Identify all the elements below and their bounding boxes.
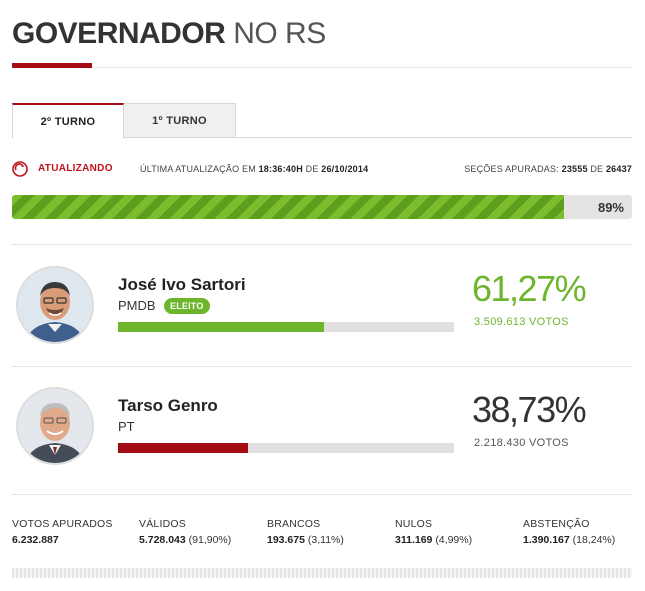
last-update: ÚLTIMA ATUALIZAÇÃO EM 18:36:40H DE 26/10… <box>140 164 368 174</box>
candidate-photo-icon <box>18 389 92 463</box>
candidate-card: José Ivo Sartori PMDB ELEITO 61,27% 3.50… <box>12 266 632 356</box>
page-title-strong: GOVERNADOR <box>12 17 226 50</box>
candidate-percent: 61,27% <box>472 268 587 309</box>
candidate-vote-bar-fill <box>118 443 249 453</box>
title-accent-bar <box>12 63 92 68</box>
candidate-party: PT <box>118 419 135 434</box>
tab-first-round[interactable]: 1º TURNO <box>124 103 236 138</box>
stat-label: ABSTENÇÃO <box>523 518 590 530</box>
stat-percent: (3,11%) <box>307 534 344 546</box>
last-update-date: 26/10/2014 <box>321 164 369 174</box>
page-title-light: NO RS <box>233 17 326 50</box>
candidate-name: José Ivo Sartori <box>118 275 246 294</box>
candidate-percent: 38,73% <box>472 389 587 430</box>
stat-number: 6.232.887 <box>12 534 59 546</box>
stat-value: 311.169 (4,99%) <box>395 534 472 546</box>
stat-abstention: ABSTENÇÃO 1.390.167 (18,24%) <box>523 518 615 546</box>
stat-percent: (91,90%) <box>188 534 232 546</box>
stat-label: VOTOS APURADOS <box>12 518 113 530</box>
stat-number: 193.675 <box>267 534 305 546</box>
candidate-party: PMDB <box>118 298 156 313</box>
stat-percent: (18,24%) <box>572 534 616 546</box>
candidate-card: Tarso Genro PT 38,73% 2.218.430 VOTOS <box>12 387 632 477</box>
stat-valid-votes: VÁLIDOS 5.728.043 (91,90%) <box>139 518 231 546</box>
sections-done: 23555 <box>561 164 588 174</box>
stat-value: 193.675 (3,11%) <box>267 534 344 546</box>
counting-progress-fill <box>12 195 564 219</box>
stat-blank-votes: BRANCOS 193.675 (3,11%) <box>267 518 344 546</box>
candidate-avatar <box>16 387 94 465</box>
candidate-vote-bar-fill <box>118 322 324 332</box>
vote-stats: VOTOS APURADOS 6.232.887 VÁLIDOS 5.728.0… <box>12 518 632 552</box>
page-header: GOVERNADOR NO RS <box>12 16 632 68</box>
last-update-sep: DE <box>305 164 319 174</box>
sections-counted: SEÇÕES APURADAS: 23555 DE 26437 <box>464 164 632 174</box>
update-status: ATUALIZANDO ÚLTIMA ATUALIZAÇÃO EM 18:36:… <box>12 160 632 178</box>
divider <box>12 494 632 495</box>
counting-progress-label: 89% <box>597 200 624 215</box>
candidate-name: Tarso Genro <box>118 396 218 415</box>
stat-value: 5.728.043 (91,90%) <box>139 534 231 546</box>
stat-value: 1.390.167 (18,24%) <box>523 534 615 546</box>
sections-prefix: SEÇÕES APURADAS: <box>464 164 559 174</box>
candidate-photo-icon <box>18 268 92 342</box>
sections-total: 26437 <box>605 164 632 174</box>
stat-number: 311.169 <box>395 534 433 546</box>
tab-second-round[interactable]: 2º TURNO <box>12 103 124 139</box>
sections-sep: DE <box>590 164 604 174</box>
counting-progress-bar: 89% <box>12 195 632 219</box>
candidate-votes: 2.218.430 VOTOS <box>474 437 569 449</box>
stat-label: NULOS <box>395 518 433 530</box>
stat-value: 6.232.887 <box>12 534 113 546</box>
divider <box>12 366 632 367</box>
candidate-vote-bar <box>118 322 454 332</box>
stat-label: BRANCOS <box>267 518 321 530</box>
page-title: GOVERNADOR NO RS <box>12 16 632 52</box>
last-update-prefix: ÚLTIMA ATUALIZAÇÃO EM <box>140 164 256 174</box>
refresh-icon[interactable] <box>12 161 28 177</box>
round-tabs: 2º TURNO 1º TURNO <box>12 103 632 139</box>
candidate-vote-bar <box>118 443 454 453</box>
elected-badge: ELEITO <box>164 298 210 314</box>
stat-total-votes: VOTOS APURADOS 6.232.887 <box>12 518 113 546</box>
candidate-votes: 3.509.613 VOTOS <box>474 316 569 328</box>
candidate-avatar <box>16 266 94 344</box>
stat-label: VÁLIDOS <box>139 518 186 530</box>
stat-number: 5.728.043 <box>139 534 186 546</box>
stat-number: 1.390.167 <box>523 534 570 546</box>
footer-band <box>12 568 632 578</box>
stat-null-votes: NULOS 311.169 (4,99%) <box>395 518 472 546</box>
divider <box>12 244 632 245</box>
updating-label: ATUALIZANDO <box>38 163 113 174</box>
last-update-time: 18:36:40H <box>258 164 303 174</box>
stat-percent: (4,99%) <box>435 534 473 546</box>
